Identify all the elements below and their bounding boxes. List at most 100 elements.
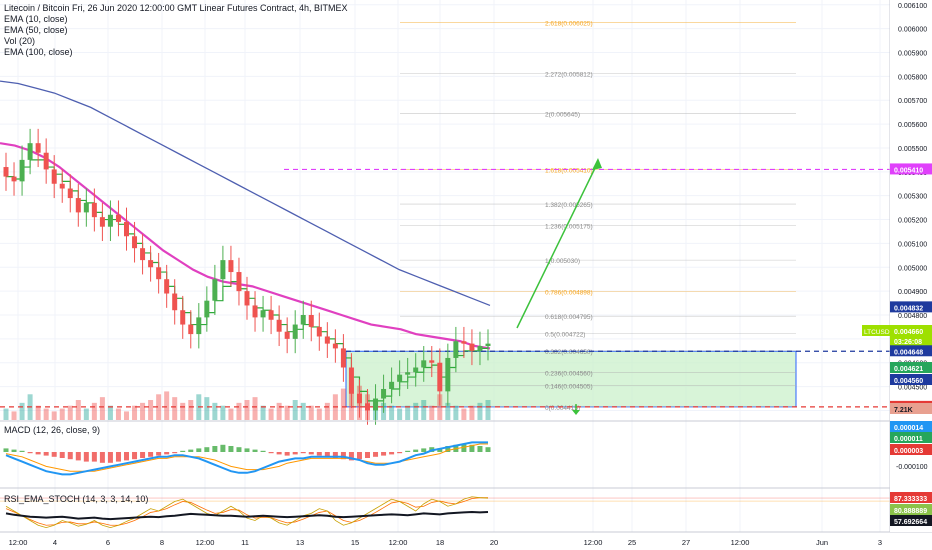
macd-histogram-bar [11, 449, 17, 452]
price-tag-label: 7.21K [894, 407, 913, 414]
macd-histogram-bar [196, 448, 202, 452]
volume-bar [180, 402, 186, 420]
fib-level-label: 1.236(0.005175) [545, 224, 593, 231]
macd-histogram-bar [228, 446, 234, 452]
volume-bar [107, 405, 113, 420]
price-tag [890, 335, 932, 346]
time-tick-label: 12:00 [9, 538, 28, 547]
volume-bar [35, 405, 41, 420]
candlesticks [3, 128, 491, 425]
candle-body [324, 336, 330, 344]
candle-body [172, 293, 178, 311]
candle-body [348, 367, 354, 394]
candle-body [115, 214, 121, 222]
volume-bar [51, 411, 57, 420]
price-tick-label: 0.005200 [898, 218, 927, 225]
macd-histogram-bar [188, 449, 194, 452]
time-tick-label: 25 [628, 538, 636, 547]
candle-body [19, 159, 25, 182]
volume-bar [67, 405, 73, 420]
macd-histogram-bar [172, 452, 178, 454]
candle-body [99, 217, 105, 227]
macd-histogram-bar [332, 452, 338, 458]
price-tick-label: 0.004500 [898, 385, 927, 392]
macd-tag [890, 432, 932, 443]
rsi-line [5, 510, 489, 521]
candle-body [220, 260, 226, 280]
rsi-tag-label: 80.888889 [894, 508, 927, 515]
candle-body [204, 300, 210, 318]
candle-body [276, 319, 282, 332]
time-tick-label: 18 [436, 538, 444, 547]
volume-bar [172, 397, 178, 420]
time-tick-label: 12:00 [196, 538, 215, 547]
price-tag-label: 0.004832 [894, 305, 923, 312]
macd-label[interactable]: MACD (12, 26, close, 9) [4, 425, 101, 435]
macd-histogram-bar [300, 452, 306, 454]
trade-zone[interactable] [345, 350, 797, 408]
fibonacci-extension[interactable]: 2.618(0.006025) 2.272(0.005812) 2(0.005645… [400, 21, 796, 412]
macd-tag-label: 0.000014 [894, 425, 923, 432]
candle-body [91, 202, 97, 218]
pane-dividers[interactable] [0, 0, 932, 533]
volume-bar [19, 402, 25, 420]
indicator-ema10-label[interactable]: EMA (10, close) [4, 14, 68, 24]
price-tag [890, 403, 932, 414]
time-tick-label: 11 [241, 538, 249, 547]
rsi-tag [890, 492, 932, 503]
candle-body [477, 346, 483, 351]
candle-body [381, 388, 387, 399]
price-tick-label: 0.006000 [898, 27, 927, 34]
candle-body [180, 310, 186, 325]
volume-bar [405, 405, 411, 420]
price-tag-label: 0.004648 [894, 349, 923, 356]
price-tag [890, 325, 932, 336]
candle-body [461, 341, 467, 344]
macd-histogram-bar [75, 452, 81, 461]
time-tick-label: 12:00 [584, 538, 603, 547]
candle-body [132, 236, 138, 249]
macd-histogram-bar [244, 448, 250, 452]
horizontal-lines[interactable] [0, 168, 890, 408]
volume-bar [445, 402, 451, 420]
macd-histogram-bar [252, 449, 258, 452]
time-tick-label: 8 [160, 538, 164, 547]
time-tick-label: 4 [53, 538, 57, 547]
macd-histogram-bar [3, 448, 9, 452]
volume-bar [260, 405, 266, 420]
macd-histogram-bar [164, 452, 170, 455]
volume-bar [421, 400, 427, 420]
candle-body [292, 324, 298, 339]
indicator-ema100-label[interactable]: EMA (100, close) [4, 47, 73, 57]
time-axis[interactable]: 12:00 4 6 8 12:00 11 13 15 12:00 18 20 12:00 25 27 12:… [0, 533, 932, 550]
volume-bar [389, 405, 395, 420]
macd-histogram-bar [19, 450, 25, 452]
macd-histogram-bar [148, 452, 154, 457]
price-tick-label: 0.004800 [898, 313, 927, 320]
fib-level-label: 1.382(0.005265) [545, 202, 593, 209]
symbol-title[interactable]: Litecoin / Bitcoin Fri, 26 Jun 2020 12:0… [4, 3, 348, 13]
drawing-arrows[interactable] [516, 158, 602, 415]
price-tag [890, 374, 932, 385]
macd-histogram-bar [397, 452, 403, 454]
fib-level-label: 2.272(0.005812) [545, 72, 593, 79]
price-axis[interactable]: 0.006100 0.006000 0.005900 0.005800 0.005700… [862, 0, 932, 532]
fib-level-label: 0.236(0.004560) [545, 370, 593, 377]
candle-body [27, 143, 33, 160]
candle-body [429, 360, 435, 363]
macd-histogram-bar [204, 447, 210, 452]
candle-body [356, 393, 362, 404]
macd-histogram-bar [316, 452, 322, 456]
candle-body [11, 176, 17, 182]
fib-level-label: 0(0.004415) [545, 405, 580, 412]
macd-tag-label: 0.000011 [894, 436, 923, 443]
time-tick-label: 13 [296, 538, 304, 547]
indicator-ema50-label[interactable]: EMA (50, close) [4, 25, 68, 35]
indicator-vol-label[interactable]: Vol (20) [4, 36, 36, 46]
volume-bar [59, 408, 65, 420]
volume-bar [75, 400, 81, 420]
rsi-label[interactable]: RSI_EMA_STOCH (14, 3, 3, 14, 10) [4, 494, 149, 504]
candle-body [156, 267, 162, 280]
